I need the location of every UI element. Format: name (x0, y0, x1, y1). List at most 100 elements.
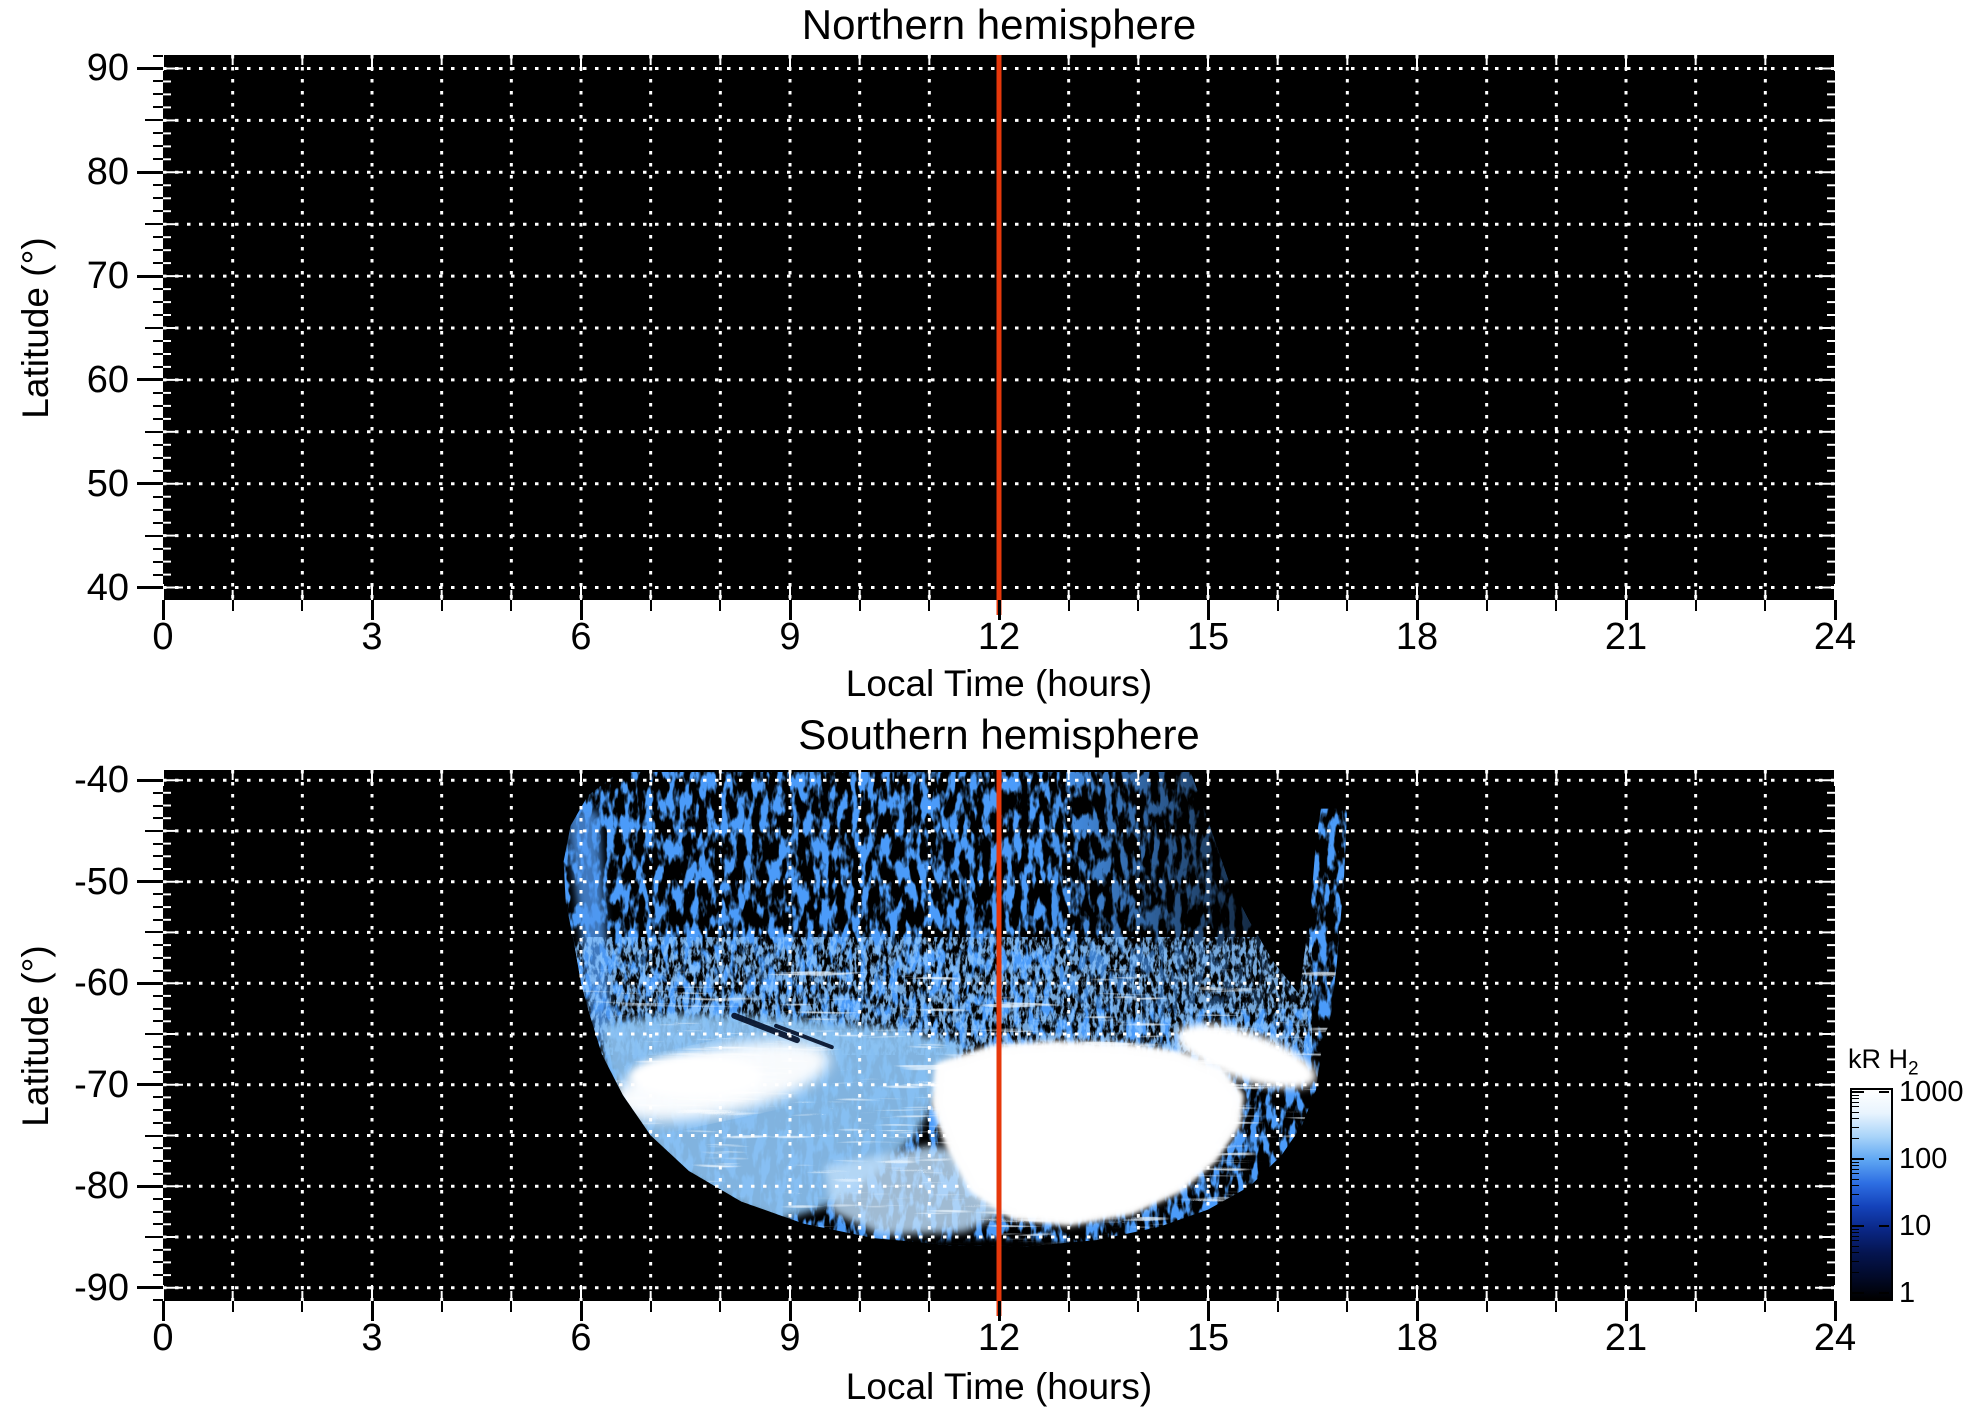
y-axis-tick (153, 1274, 163, 1277)
x-axis-tick (1415, 600, 1419, 620)
inner-ticks (162, 55, 1836, 600)
y-axis-tick (153, 521, 163, 524)
colorbar-minor-tick (1852, 1231, 1859, 1233)
x-axis-tick (719, 1301, 722, 1312)
north-panel-title: Northern hemisphere (801, 1, 1197, 48)
colorbar-minor-tick (1852, 1106, 1859, 1108)
y-axis-tick (153, 417, 163, 420)
y-axis-tick (153, 817, 163, 820)
colorbar-minor-tick (1852, 1240, 1859, 1242)
y-axis-tick (153, 1248, 163, 1251)
y-tick-label: -50 (74, 860, 129, 903)
colorbar-minor-tick (1852, 1185, 1859, 1187)
x-axis-tick (440, 600, 443, 611)
y-axis-tick (153, 456, 163, 459)
x-axis-tick (510, 600, 513, 611)
x-axis-tick (231, 1301, 234, 1312)
y-axis-tick (153, 1223, 163, 1226)
x-tick-label: 24 (1813, 1317, 1857, 1359)
y-axis-tick (145, 1134, 163, 1137)
x-axis-tick (1555, 600, 1558, 611)
inner-ticks (162, 770, 1836, 1301)
y-axis-tick (153, 1172, 163, 1175)
y-axis-tick (153, 391, 163, 394)
colorbar-minor-tick (1852, 1168, 1859, 1170)
x-axis-tick (1485, 1301, 1488, 1312)
x-axis-tick (997, 600, 1001, 620)
x-axis-tick (1346, 1301, 1349, 1312)
colorbar-minor-tick (1852, 1228, 1859, 1230)
colorbar-tick-label: 10 (1899, 1210, 1932, 1242)
colorbar-minor-tick (1852, 1118, 1859, 1120)
grid-lines (163, 770, 1835, 1301)
colorbar-minor-tick (1852, 1161, 1859, 1163)
y-axis-tick (145, 119, 163, 122)
y-axis-tick (153, 365, 163, 368)
x-axis-tick (1624, 1301, 1628, 1321)
colorbar-minor-tick (1852, 1178, 1859, 1180)
y-tick-label: -40 (74, 759, 129, 802)
y-axis-tick (153, 197, 163, 200)
colorbar-title: kR H2 (1848, 1044, 1919, 1084)
y-axis-tick (153, 404, 163, 407)
x-axis-tick (510, 1301, 513, 1312)
colorbar-minor-tick (1852, 1235, 1859, 1237)
y-axis-tick (137, 274, 163, 278)
y-axis-tick (153, 1071, 163, 1074)
x-axis-tick (788, 600, 792, 620)
colorbar-minor-tick (1852, 1245, 1859, 1247)
colorbar-minor-tick (1852, 1193, 1859, 1195)
colorbar-minor-tick (1852, 1138, 1859, 1140)
y-axis-tick (153, 855, 163, 858)
y-axis-tick (137, 1083, 163, 1087)
x-axis-tick (1694, 600, 1697, 611)
colorbar-tick (1879, 1225, 1889, 1227)
y-axis-tick (153, 969, 163, 972)
x-axis-tick (1764, 600, 1767, 611)
x-tick-label: 12 (977, 1317, 1021, 1359)
y-tick-label: 90 (86, 47, 129, 90)
north-x-axis-label: Local Time (hours) (845, 663, 1153, 704)
y-tick-label: 40 (86, 566, 129, 609)
colorbar-tick-label: 100 (1899, 1143, 1948, 1175)
north-plot-svg (162, 55, 1836, 615)
south-heatmap-panel (162, 770, 1836, 1316)
x-axis-tick (370, 1301, 374, 1321)
y-axis-tick (153, 54, 163, 57)
y-axis-tick (153, 1007, 163, 1010)
y-axis-tick (153, 184, 163, 187)
x-axis-tick (928, 600, 931, 611)
x-tick-label: 0 (152, 1317, 174, 1359)
y-axis-tick (153, 1147, 163, 1150)
x-axis-tick (579, 600, 583, 620)
x-tick-label: 3 (361, 616, 383, 658)
noon-line (996, 770, 1002, 1316)
colorbar-minor-tick (1852, 1097, 1859, 1099)
y-axis-tick (153, 339, 163, 342)
x-tick-label: 12 (977, 616, 1021, 658)
grid-lines (163, 55, 1835, 600)
y-axis-tick (153, 1109, 163, 1112)
y-axis-tick (153, 1197, 163, 1200)
y-axis-tick (153, 352, 163, 355)
x-axis-tick (858, 600, 861, 611)
colorbar-title-main: kR H (1848, 1044, 1908, 1074)
y-axis-tick (145, 327, 163, 330)
x-tick-label: 24 (1813, 616, 1857, 658)
y-axis-tick (153, 249, 163, 252)
x-axis-tick (1485, 600, 1488, 611)
y-axis-tick (145, 223, 163, 226)
colorbar-tick (1852, 1225, 1864, 1227)
x-tick-label: 21 (1604, 1317, 1648, 1359)
y-axis-tick (145, 931, 163, 934)
x-tick-label: 18 (1395, 1317, 1439, 1359)
y-axis-tick (153, 560, 163, 563)
x-tick-label: 21 (1604, 616, 1648, 658)
colorbar-tick (1879, 1158, 1889, 1160)
y-axis-tick (137, 66, 163, 70)
x-axis-tick (1415, 1301, 1419, 1321)
y-axis-tick (153, 1121, 163, 1124)
y-axis-tick (153, 288, 163, 291)
y-tick-label: -60 (74, 962, 129, 1005)
north-heatmap-panel (162, 55, 1836, 615)
